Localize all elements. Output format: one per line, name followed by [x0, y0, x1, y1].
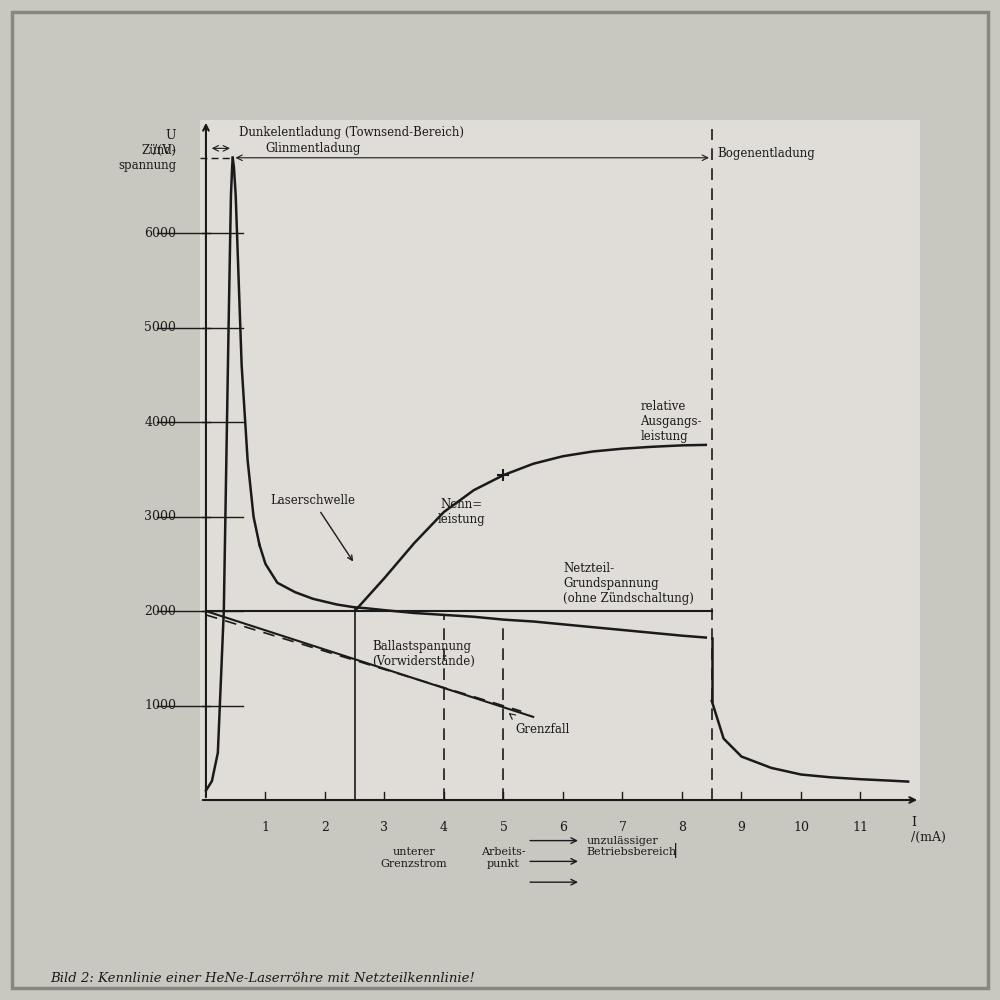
Text: Laserschwelle: Laserschwelle [271, 494, 356, 560]
Text: Zünd-
spannung: Zünd- spannung [118, 144, 176, 172]
Text: 4000: 4000 [144, 416, 176, 429]
Text: Arbeits-
punkt: Arbeits- punkt [481, 847, 526, 869]
Text: 6: 6 [559, 821, 567, 834]
Text: Grenzfall: Grenzfall [515, 723, 570, 736]
Text: 6000: 6000 [144, 227, 176, 240]
Text: 5000: 5000 [144, 321, 176, 334]
Text: U
/(V): U /(V) [153, 129, 176, 157]
Text: 3: 3 [380, 821, 388, 834]
Text: 9: 9 [738, 821, 745, 834]
Text: 8: 8 [678, 821, 686, 834]
Text: unzulässiger
Betriebsbereich: unzulässiger Betriebsbereich [587, 836, 677, 857]
Text: 4: 4 [440, 821, 448, 834]
Text: 10: 10 [793, 821, 809, 834]
Text: 5: 5 [500, 821, 507, 834]
Text: unterer
Grenzstrom: unterer Grenzstrom [381, 847, 448, 869]
Text: Ballastspannung
(Vorwiderstände): Ballastspannung (Vorwiderstände) [373, 640, 475, 668]
Text: |: | [673, 844, 679, 858]
Text: Dunkelentladung (Townsend-Bereich): Dunkelentladung (Townsend-Bereich) [239, 126, 464, 139]
Text: Bild 2: Kennlinie einer HeNe-Laserröhre mit Netzteilkennlinie!: Bild 2: Kennlinie einer HeNe-Laserröhre … [50, 972, 475, 985]
Text: 1: 1 [261, 821, 269, 834]
Text: Netzteil-
Grundspannung
(ohne Zündschaltung): Netzteil- Grundspannung (ohne Zündschalt… [563, 562, 694, 605]
Text: Nenn=
leistung: Nenn= leistung [438, 498, 486, 526]
Text: Bogenentladung: Bogenentladung [718, 147, 815, 160]
Text: 3000: 3000 [144, 510, 176, 523]
Text: 7: 7 [619, 821, 626, 834]
Text: 11: 11 [852, 821, 868, 834]
Text: Glinmentladung: Glinmentladung [265, 142, 361, 155]
Text: relative
Ausgangs-
leistung: relative Ausgangs- leistung [640, 400, 702, 443]
Text: 2: 2 [321, 821, 329, 834]
Text: 1000: 1000 [144, 699, 176, 712]
Text: I
/(mA): I /(mA) [911, 816, 946, 844]
Text: 2000: 2000 [144, 605, 176, 618]
